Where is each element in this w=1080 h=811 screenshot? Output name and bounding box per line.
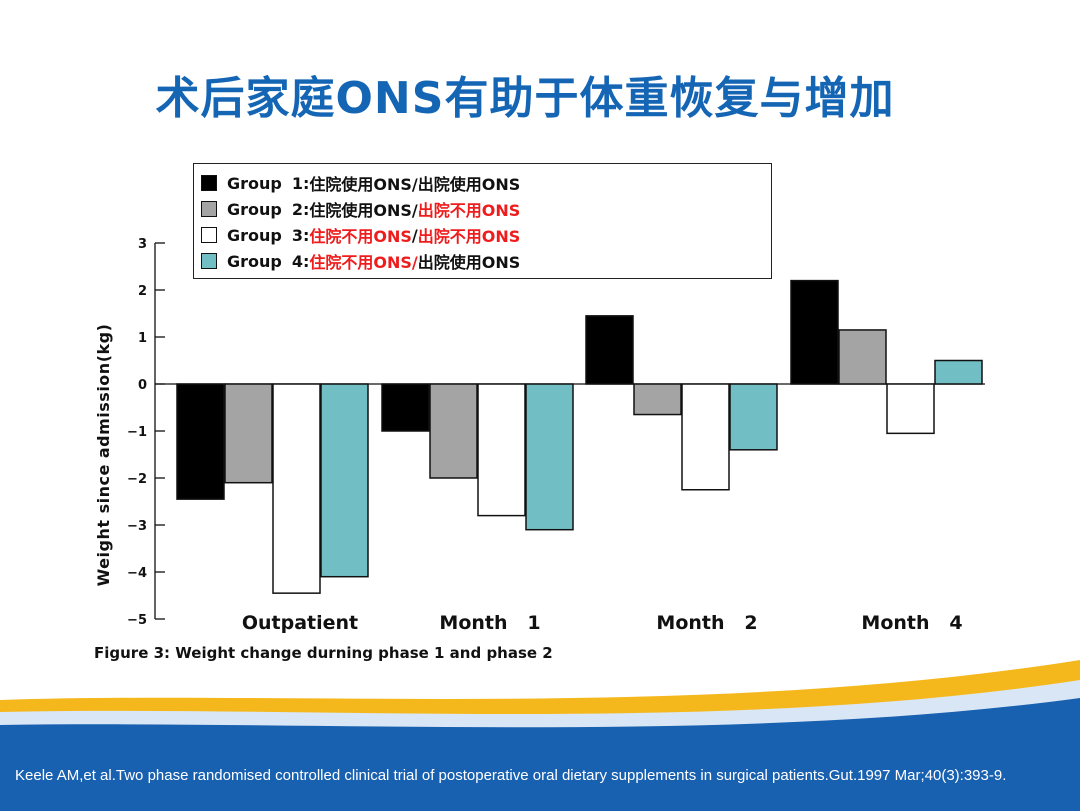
legend-item-group3: Group 3: 住院不用ONS / 出院不用ONS bbox=[201, 225, 521, 246]
y-tick-label: −2 bbox=[127, 472, 147, 487]
y-tick-label: −5 bbox=[127, 613, 147, 628]
bar-group3-month-1 bbox=[477, 383, 526, 517]
legend-text-part-red: 住院不用ONS/ bbox=[309, 253, 418, 272]
legend-item-group1: Group 1: 住院使用ONS/出院使用ONS bbox=[201, 173, 521, 194]
x-axis-labels: Outpatient Month 1 Month 2 Month 4 bbox=[242, 612, 963, 634]
y-tick-label: 0 bbox=[138, 378, 147, 393]
bar-group1-month-2 bbox=[585, 315, 634, 385]
citation-text: Keele AM,et al.Two phase randomised cont… bbox=[15, 767, 1007, 784]
y-tick-label: 1 bbox=[138, 331, 147, 346]
y-tick-label: 2 bbox=[138, 284, 147, 299]
x-category-label: Month 4 bbox=[861, 612, 962, 634]
legend-group-name: Group bbox=[227, 173, 282, 193]
legend-item-group4: Group 4: 住院不用ONS/ 出院使用ONS bbox=[201, 251, 521, 272]
y-tick-label: −1 bbox=[127, 425, 147, 440]
slide-title: 术后家庭ONS有助于体重恢复与增加 bbox=[155, 73, 895, 124]
legend-item-group2: Group 2: 住院使用ONS/ 出院不用ONS bbox=[201, 199, 521, 220]
x-category-label: Month 1 bbox=[439, 612, 540, 634]
legend-swatch-group2 bbox=[201, 201, 217, 217]
bar-group4-month-2 bbox=[729, 383, 778, 451]
chart-legend: Group 1: 住院使用ONS/出院使用ONS Group 2: 住院使用ON… bbox=[193, 163, 772, 279]
bar-group1-month-4 bbox=[790, 279, 839, 385]
legend-group-num: 2: bbox=[291, 199, 310, 219]
bar-group1-month-1 bbox=[381, 383, 430, 432]
bar-group2-month-4 bbox=[838, 329, 887, 385]
legend-text-part: 住院使用ONS/出院使用ONS bbox=[309, 175, 521, 194]
bar-group1-outpatient bbox=[176, 383, 225, 500]
bar-group3-month-4 bbox=[886, 383, 935, 435]
footer-blue-wave bbox=[0, 698, 1080, 811]
legend-text-part-red: 出院不用ONS bbox=[417, 201, 521, 220]
y-axis-label: Weight since admission(kg) bbox=[94, 324, 113, 587]
footer-band bbox=[0, 660, 1080, 811]
x-category-label: Month 2 bbox=[656, 612, 757, 634]
bar-group2-outpatient bbox=[224, 383, 273, 484]
figure-caption: Figure 3: Weight change durning phase 1 … bbox=[94, 644, 553, 662]
x-category-label: Outpatient bbox=[242, 612, 358, 634]
y-tick-label: −4 bbox=[127, 566, 147, 581]
legend-group-name: Group bbox=[227, 251, 282, 271]
y-tick-label: 3 bbox=[138, 237, 147, 252]
legend-text-part: 出院使用ONS bbox=[417, 253, 521, 272]
bar-group3-month-2 bbox=[681, 383, 730, 491]
bar-group4-month-1 bbox=[525, 383, 574, 531]
bar-group2-month-1 bbox=[429, 383, 478, 479]
bar-group3-outpatient bbox=[272, 383, 321, 594]
legend-text-part: / bbox=[411, 225, 418, 245]
bars bbox=[176, 279, 983, 594]
bar-group4-outpatient bbox=[320, 383, 369, 578]
legend-swatch-group4 bbox=[201, 253, 217, 269]
y-axis: −5 −4 −3 −2 −1 0 1 2 3 bbox=[127, 237, 985, 628]
y-tick-label: −3 bbox=[127, 519, 147, 534]
bar-group2-month-2 bbox=[633, 383, 682, 416]
legend-group-name: Group bbox=[227, 199, 282, 219]
legend-swatch-group1 bbox=[201, 175, 217, 191]
legend-group-num: 1: bbox=[291, 173, 310, 193]
legend-group-name: Group bbox=[227, 225, 282, 245]
legend-text-part-red: 出院不用ONS bbox=[417, 227, 521, 246]
legend-group-num: 3: bbox=[291, 225, 310, 245]
legend-group-num: 4: bbox=[291, 251, 310, 271]
bar-group4-month-4 bbox=[934, 359, 983, 385]
legend-text-part-red: 住院不用ONS bbox=[309, 227, 412, 246]
legend-text-part: 住院使用ONS/ bbox=[309, 201, 418, 220]
legend-swatch-group3 bbox=[201, 227, 217, 243]
